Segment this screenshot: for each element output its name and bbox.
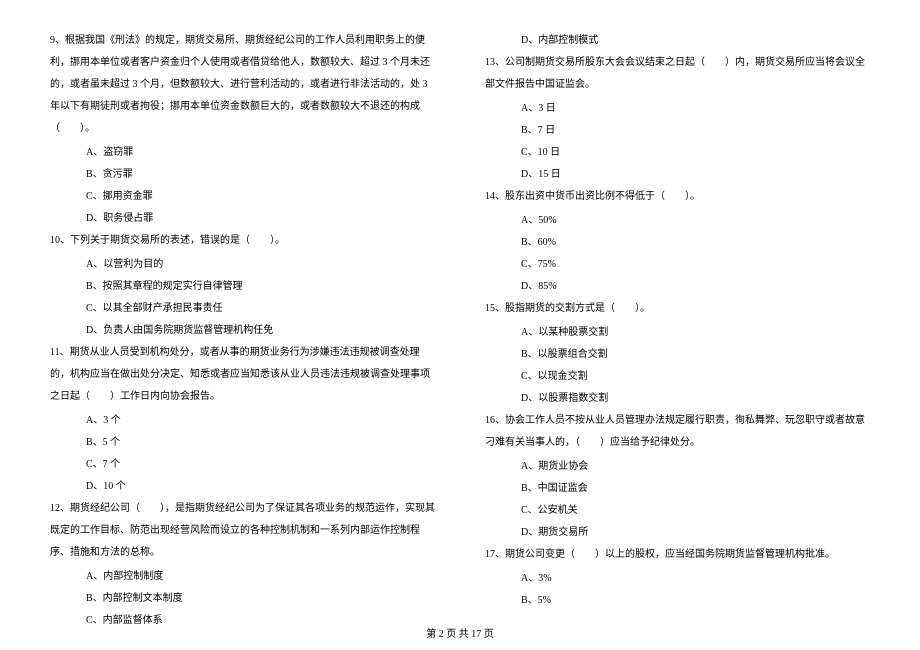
q9-option-a: A、盗窃罪 <box>50 142 435 164</box>
question-15: 15、股指期货的交割方式是（ ）。 <box>485 298 870 320</box>
question-9: 9、根据我国《刑法》的规定，期货交易所、期货经纪公司的工作人员利用职务上的便利，… <box>50 30 435 140</box>
q16-option-a: A、期货业协会 <box>485 456 870 478</box>
question-14-text: 14、股东出资中货币出资比例不得低于（ ）。 <box>485 186 870 208</box>
q15-option-d: D、以股票指数交割 <box>485 388 870 410</box>
q10-option-c: C、以其全部财产承担民事责任 <box>50 298 435 320</box>
q10-option-b: B、按照其章程的规定实行自律管理 <box>50 276 435 298</box>
q13-option-a: A、3 日 <box>485 98 870 120</box>
q16-option-d: D、期货交易所 <box>485 522 870 544</box>
question-16: 16、协会工作人员不按从业人员管理办法规定履行职责，徇私舞弊、玩忽职守或者故意刁… <box>485 410 870 454</box>
question-13: 13、公司制期货交易所股东大会会议结束之日起（ ）内，期货交易所应当将会议全部文… <box>485 52 870 96</box>
page-container: 9、根据我国《刑法》的规定，期货交易所、期货经纪公司的工作人员利用职务上的便利，… <box>0 0 920 620</box>
q14-option-c: C、75% <box>485 254 870 276</box>
q17-option-b: B、5% <box>485 590 870 612</box>
page-footer: 第 2 页 共 17 页 <box>0 625 920 640</box>
q14-option-a: A、50% <box>485 210 870 232</box>
q15-option-b: B、以股票组合交割 <box>485 344 870 366</box>
q12-option-b: B、内部控制文本制度 <box>50 588 435 610</box>
q9-option-c: C、挪用资金罪 <box>50 186 435 208</box>
q9-option-d: D、职务侵占罪 <box>50 208 435 230</box>
question-11-text: 11、期货从业人员受到机构处分，或者从事的期货业务行为涉嫌违法违规被调查处理的，… <box>50 342 435 408</box>
question-9-text: 9、根据我国《刑法》的规定，期货交易所、期货经纪公司的工作人员利用职务上的便利，… <box>50 30 435 140</box>
q9-option-b: B、贪污罪 <box>50 164 435 186</box>
q10-option-a: A、以营利为目的 <box>50 254 435 276</box>
question-12-text: 12、期货经纪公司（ ），是指期货经纪公司为了保证其各项业务的规范运作，实现其既… <box>50 498 435 564</box>
q11-option-b: B、5 个 <box>50 432 435 454</box>
question-11: 11、期货从业人员受到机构处分，或者从事的期货业务行为涉嫌违法违规被调查处理的，… <box>50 342 435 408</box>
q13-option-b: B、7 日 <box>485 120 870 142</box>
question-17-text: 17、期货公司变更（ ）以上的股权，应当经国务院期货监督管理机构批准。 <box>485 544 870 566</box>
question-17: 17、期货公司变更（ ）以上的股权，应当经国务院期货监督管理机构批准。 <box>485 544 870 566</box>
q12-option-d: D、内部控制模式 <box>485 30 870 52</box>
q13-option-c: C、10 日 <box>485 142 870 164</box>
question-14: 14、股东出资中货币出资比例不得低于（ ）。 <box>485 186 870 208</box>
question-15-text: 15、股指期货的交割方式是（ ）。 <box>485 298 870 320</box>
q10-option-d: D、负责人由国务院期货监督管理机构任免 <box>50 320 435 342</box>
q14-option-d: D、85% <box>485 276 870 298</box>
q11-option-a: A、3 个 <box>50 410 435 432</box>
q16-option-c: C、公安机关 <box>485 500 870 522</box>
q11-option-c: C、7 个 <box>50 454 435 476</box>
q12-option-a: A、内部控制制度 <box>50 566 435 588</box>
question-13-text: 13、公司制期货交易所股东大会会议结束之日起（ ）内，期货交易所应当将会议全部文… <box>485 52 870 96</box>
question-10: 10、下列关于期货交易所的表述，错误的是（ ）。 <box>50 230 435 252</box>
q14-option-b: B、60% <box>485 232 870 254</box>
right-column: D、内部控制模式 13、公司制期货交易所股东大会会议结束之日起（ ）内，期货交易… <box>460 30 880 600</box>
question-16-text: 16、协会工作人员不按从业人员管理办法规定履行职责，徇私舞弊、玩忽职守或者故意刁… <box>485 410 870 454</box>
q17-option-a: A、3% <box>485 568 870 590</box>
question-12: 12、期货经纪公司（ ），是指期货经纪公司为了保证其各项业务的规范运作，实现其既… <box>50 498 435 564</box>
q13-option-d: D、15 日 <box>485 164 870 186</box>
q15-option-a: A、以某种股票交割 <box>485 322 870 344</box>
left-column: 9、根据我国《刑法》的规定，期货交易所、期货经纪公司的工作人员利用职务上的便利，… <box>40 30 460 600</box>
q15-option-c: C、以现金交割 <box>485 366 870 388</box>
q11-option-d: D、10 个 <box>50 476 435 498</box>
question-10-text: 10、下列关于期货交易所的表述，错误的是（ ）。 <box>50 230 435 252</box>
q16-option-b: B、中国证监会 <box>485 478 870 500</box>
